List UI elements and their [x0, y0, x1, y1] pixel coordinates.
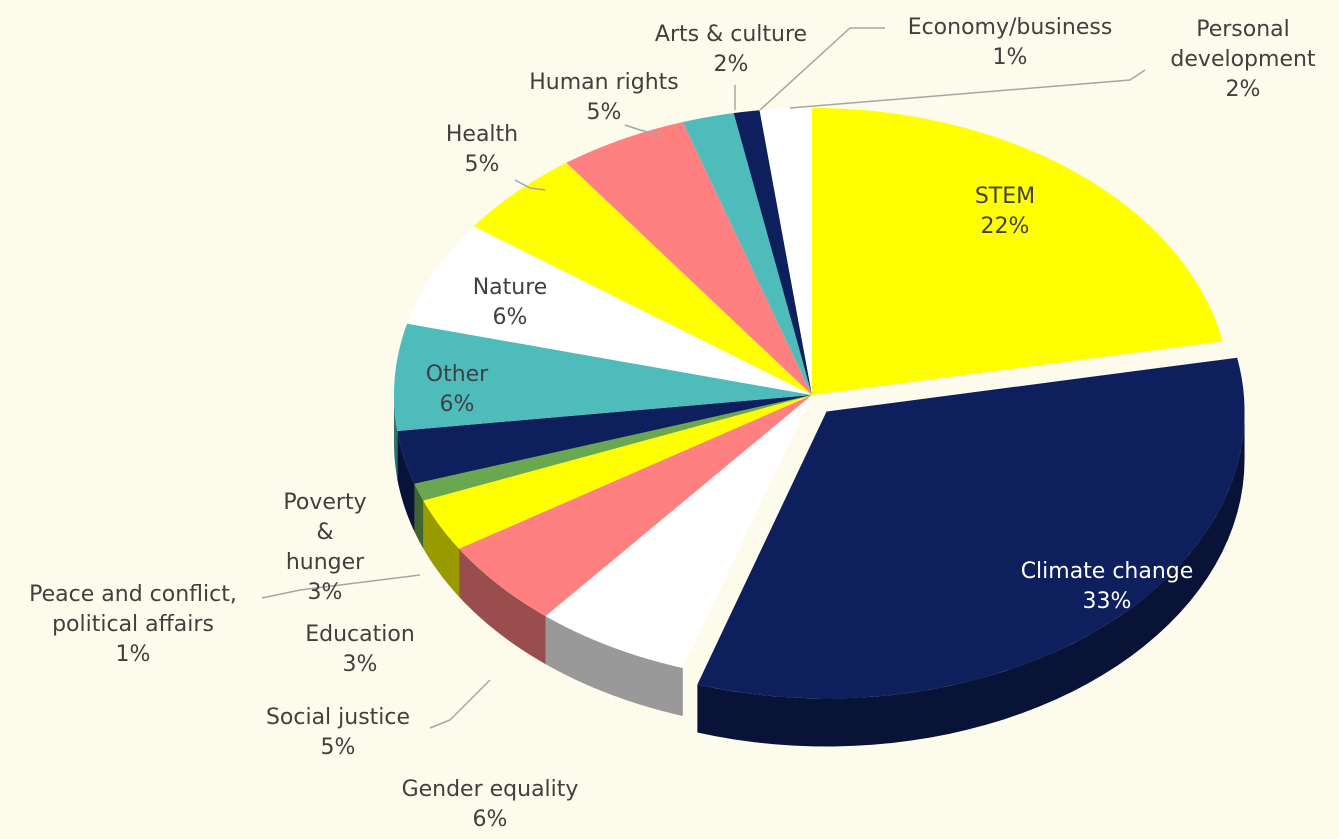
leader-line — [624, 124, 661, 136]
slice — [459, 395, 812, 617]
slice-side — [459, 548, 546, 665]
data-label: Economy/business 1% — [870, 13, 1150, 73]
slice — [397, 395, 812, 484]
leader-line — [429, 679, 491, 729]
category-label: Personal development — [1170, 17, 1316, 72]
category-label: Climate change — [1020, 559, 1194, 584]
category-label: STEM — [974, 184, 1036, 209]
value-label: 3% — [342, 652, 378, 677]
value-label: 5% — [320, 735, 356, 760]
slice-side — [545, 616, 683, 716]
category-label: Social justice — [265, 705, 411, 730]
value-label: 3% — [307, 580, 343, 605]
value-label: 5% — [586, 100, 622, 125]
slice — [682, 113, 812, 395]
category-label: Arts & culture — [654, 22, 808, 47]
slice — [414, 395, 812, 501]
category-label: Human rights — [529, 70, 679, 95]
data-label: Peace and conflict, political affairs 1% — [0, 580, 268, 670]
slice-side — [414, 483, 424, 549]
slice — [759, 108, 812, 395]
category-label: Other — [425, 362, 489, 387]
slice-side — [394, 395, 398, 479]
value-label: 1% — [115, 642, 151, 667]
value-label: 6% — [492, 305, 528, 330]
data-label: Other 6% — [387, 360, 527, 420]
category-label: Nature — [472, 275, 548, 300]
slice-side — [397, 430, 415, 532]
leader-line — [261, 574, 421, 599]
slice — [545, 395, 812, 668]
slice — [407, 226, 812, 395]
slice — [473, 162, 812, 395]
leader-line — [789, 69, 1146, 109]
data-label: Social justice 5% — [228, 703, 448, 763]
slice — [566, 122, 812, 395]
data-label: Poverty & hunger 3% — [280, 488, 370, 608]
slice — [733, 110, 812, 395]
data-label: Nature 6% — [440, 273, 580, 333]
value-label: 5% — [464, 152, 500, 177]
slice — [394, 323, 812, 431]
value-label: 22% — [980, 214, 1030, 239]
data-label: Gender equality 6% — [360, 775, 620, 835]
category-label: Gender equality — [401, 777, 579, 802]
data-label: Personal development 2% — [1148, 15, 1338, 105]
category-label: Health — [445, 122, 519, 147]
value-label: 1% — [992, 45, 1028, 70]
category-label: Education — [305, 622, 415, 647]
data-label: STEM 22% — [905, 182, 1105, 242]
data-label: Human rights 5% — [494, 68, 714, 128]
slice-side — [697, 411, 1245, 747]
leader-line — [514, 179, 546, 191]
slice — [423, 395, 812, 549]
data-label: Education 3% — [270, 620, 450, 680]
leader-line — [759, 27, 885, 111]
category-label: Economy/business — [907, 15, 1113, 40]
category-label: Peace and conflict, political affairs — [29, 582, 237, 637]
slice-side — [423, 500, 460, 597]
value-label: 2% — [713, 52, 749, 77]
data-label: Health 5% — [412, 120, 552, 180]
value-label: 6% — [439, 392, 475, 417]
value-label: 2% — [1225, 77, 1261, 102]
data-label: Arts & culture 2% — [621, 20, 841, 80]
value-label: 6% — [472, 807, 508, 832]
value-label: 33% — [1082, 589, 1132, 614]
slice — [812, 108, 1223, 395]
category-label: Poverty & hunger — [283, 490, 367, 575]
data-label: Climate change 33% — [977, 557, 1237, 617]
slice — [697, 357, 1245, 699]
